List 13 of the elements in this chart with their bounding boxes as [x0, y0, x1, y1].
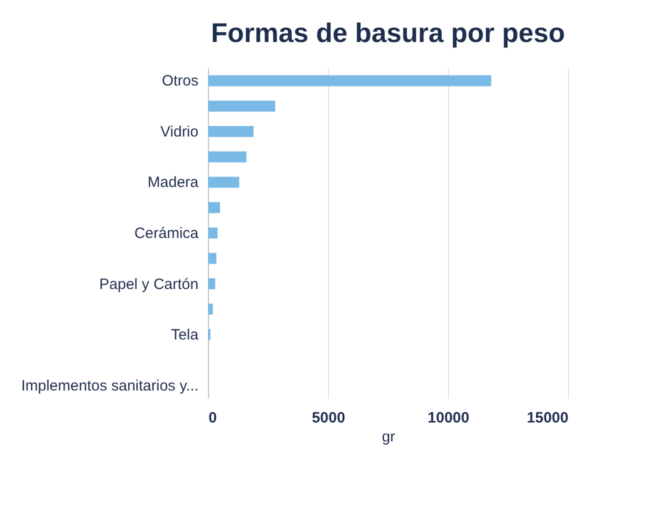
x-tick-label: 5000 [312, 410, 346, 426]
y-tick-label: Madera [148, 174, 200, 192]
y-tick-label: Otros [162, 72, 198, 90]
chart-title: Formas de basura por peso [210, 18, 566, 48]
y-tick-label: Vidrio [160, 123, 198, 140]
x-tick-label: 0 [208, 410, 217, 426]
y-tick-label: Implementos sanitarios y... [21, 377, 198, 394]
y-tick-label: Tela [170, 326, 200, 344]
y-tick-label: Papel y Cartón [99, 276, 198, 293]
y-tick-label: Cerámica [134, 225, 200, 242]
x-tick-label: 10000 [428, 410, 470, 426]
x-axis-title: gr [382, 428, 396, 446]
x-tick-label: 15000 [526, 410, 568, 426]
